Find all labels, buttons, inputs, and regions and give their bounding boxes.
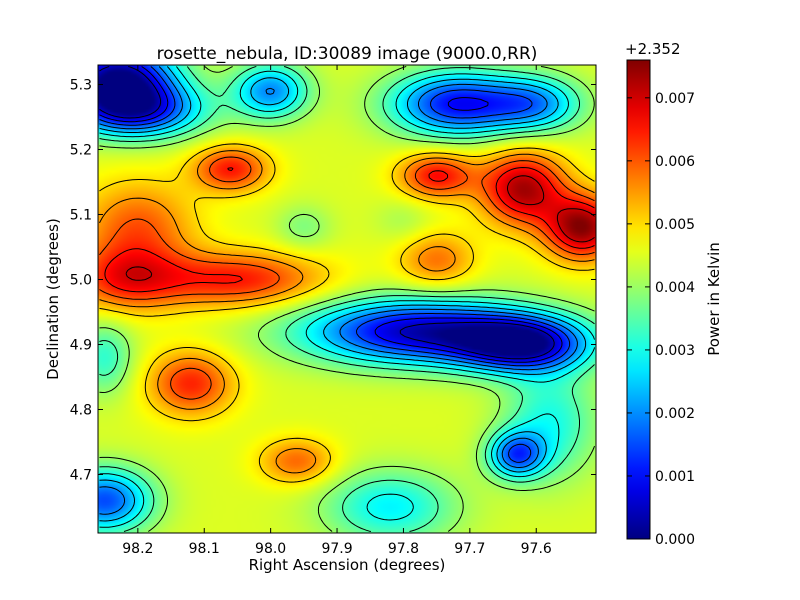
- contour-level-0: [99, 66, 555, 360]
- x-tick-label: 97.8: [388, 541, 419, 557]
- y-tick-label: 5.2: [70, 143, 92, 159]
- contour-level-11: [104, 167, 595, 293]
- contour-level-10: [99, 156, 595, 400]
- x-tick-label: 97.9: [321, 541, 352, 557]
- contour-level-6: [99, 66, 595, 532]
- colorbar-tick-label: 0.002: [655, 406, 695, 422]
- y-tick-label: 4.8: [70, 403, 92, 419]
- colorbar-tick-label: 0.001: [655, 469, 695, 485]
- contour-lines: [99, 66, 595, 532]
- colorbar-tick-label: 0.006: [655, 154, 695, 170]
- chart-title: rosette_nebula, ID:30089 image (9000.0,R…: [157, 44, 538, 64]
- colorbar: 0.000 0.001 0.002 0.003 0.004 0.005 0.006 0.007…: [625, 40, 723, 548]
- x-tick-label: 98.2: [122, 541, 153, 557]
- x-tick-label: 98.0: [255, 541, 286, 557]
- colorbar-tick-label: 0.000: [655, 532, 695, 548]
- y-tick-label: 5.3: [70, 78, 92, 94]
- y-tick-label: 4.7: [70, 468, 92, 484]
- contour-level-3: [99, 66, 578, 515]
- x-tick-label: 98.1: [189, 541, 220, 557]
- colorbar-tick-label: 0.004: [655, 280, 695, 296]
- y-tick-label: 5.1: [70, 208, 92, 224]
- contour-level-4: [99, 66, 587, 522]
- colorbar-tick-label: 0.005: [655, 217, 695, 233]
- colorbar-label: Power in Kelvin: [705, 242, 723, 356]
- plot-area: 98.2 98.1 98.0 97.9 97.8 97.7 97.6 4.7 4.8 4.9 5.…: [70, 64, 597, 557]
- y-axis-ticks: 4.7 4.8 4.9 5.0 5.1 5.2 5.3: [70, 78, 596, 484]
- heatmap-image: [98, 65, 596, 533]
- contour-level-5: [99, 66, 595, 528]
- contour-level-1: [99, 66, 563, 363]
- contour-level-8: [99, 143, 595, 483]
- contour-level-7: [99, 66, 595, 532]
- colorbar-ticks: 0.000 0.001 0.002 0.003 0.004 0.005 0.006 0.007: [627, 91, 695, 548]
- x-axis-label: Right Ascension (degrees): [249, 556, 446, 574]
- x-tick-label: 97.6: [521, 541, 552, 557]
- colorbar-frame: [626, 59, 651, 540]
- x-axis-ticks: 98.2 98.1 98.0 97.9 97.8 97.7 97.6: [122, 65, 552, 557]
- y-tick-label: 4.9: [70, 338, 92, 354]
- colorbar-offset-label: +2.352: [625, 40, 681, 58]
- colorbar-gradient: [627, 60, 650, 539]
- colorbar-tick-label: 0.003: [655, 343, 695, 359]
- contour-level-2: [99, 66, 571, 463]
- colorbar-tick-label: 0.007: [655, 91, 695, 107]
- plot-frame: [97, 64, 597, 534]
- y-tick-label: 5.0: [70, 273, 92, 289]
- contour-level-12: [125, 175, 595, 281]
- x-tick-label: 97.7: [454, 541, 485, 557]
- contour-level-9: [99, 150, 595, 474]
- y-axis-label: Declination (degrees): [44, 218, 62, 380]
